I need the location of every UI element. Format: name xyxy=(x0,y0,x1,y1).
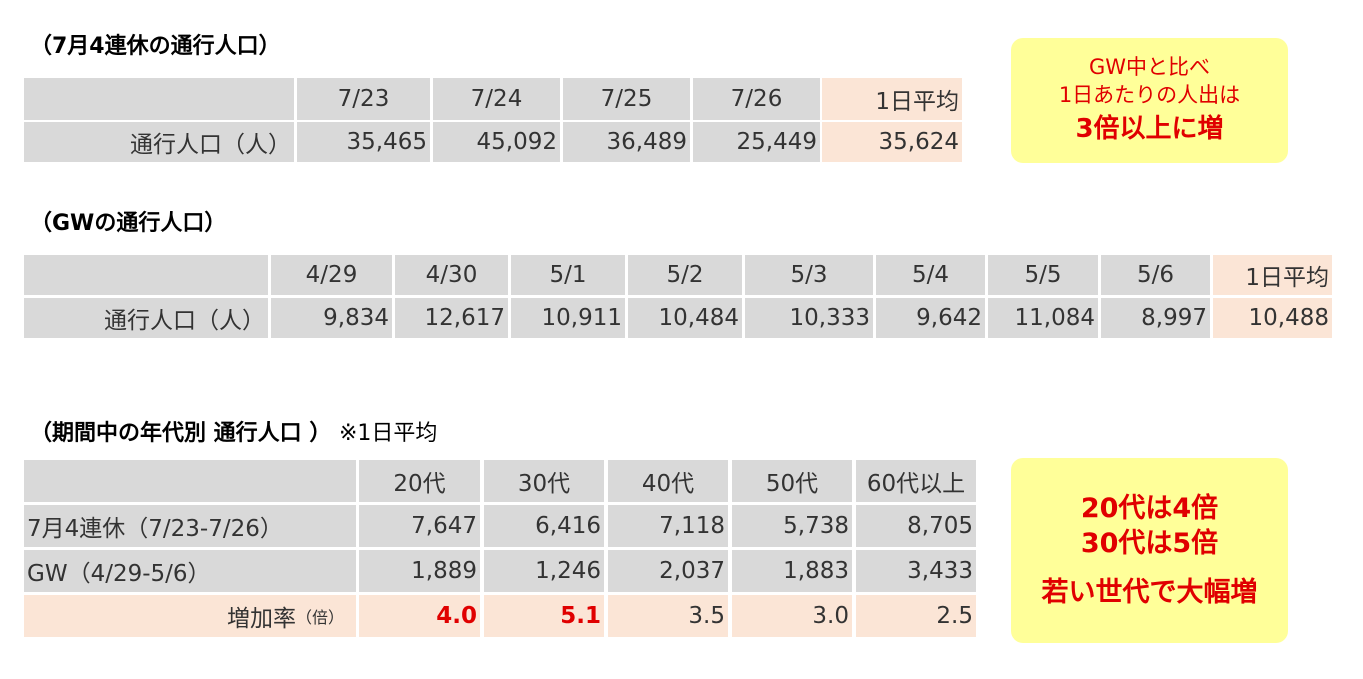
data-cell: 5.1 xyxy=(484,595,604,637)
header-cell: 5/1 xyxy=(511,255,625,295)
data-cell: 4.0 xyxy=(359,595,480,637)
data-cell: 2,037 xyxy=(608,550,728,592)
data-cell: 7,118 xyxy=(608,505,728,547)
data-cell: 9,642 xyxy=(876,298,985,338)
header-cell: 60代以上 xyxy=(856,460,976,502)
data-cell: 8,997 xyxy=(1101,298,1210,338)
row-label-text: GW（4/29-5/6） xyxy=(27,561,211,587)
header-cell: 50代 xyxy=(732,460,852,502)
header-cell: 1日平均 xyxy=(1213,255,1332,295)
data-cell: 10,333 xyxy=(745,298,873,338)
header-blank xyxy=(24,255,268,295)
header-cell: 20代 xyxy=(359,460,480,502)
data-cell: 36,489 xyxy=(563,122,690,162)
header-cell: 5/2 xyxy=(628,255,742,295)
data-cell: 3.0 xyxy=(732,595,852,637)
row-label-text: 7月4連休（7/23-7/26） xyxy=(27,516,283,542)
section-title: （期間中の年代別 通行人口 ） ※1日平均 xyxy=(30,415,437,447)
callout: 20代は4倍 30代は5倍若い世代で大幅増 xyxy=(1011,458,1288,643)
callout-line: 20代は4倍 xyxy=(1080,492,1219,524)
data-cell: 5,738 xyxy=(732,505,852,547)
callout-line: 1日あたりの人出は xyxy=(1058,82,1241,107)
data-cell: 45,092 xyxy=(433,122,560,162)
row-label-text: 通行人口（人） xyxy=(130,132,291,158)
data-cell: 9,834 xyxy=(271,298,392,338)
header-cell: 40代 xyxy=(608,460,728,502)
data-cell: 3.5 xyxy=(608,595,728,637)
header-cell: 30代 xyxy=(484,460,604,502)
header-cell: 7/26 xyxy=(693,78,820,120)
header-cell: 4/30 xyxy=(395,255,508,295)
data-cell: 6,416 xyxy=(484,505,604,547)
title-text: （GWの通行人口） xyxy=(30,211,227,236)
data-cell: 1,883 xyxy=(732,550,852,592)
row-label: 増加率 （倍） xyxy=(24,595,356,637)
data-cell: 1,246 xyxy=(484,550,604,592)
header-cell: 5/6 xyxy=(1101,255,1210,295)
data-cell: 2.5 xyxy=(856,595,976,637)
callout: GW中と比べ 1日あたりの人出は 3倍以上に増 xyxy=(1011,38,1288,163)
callout-line: 3倍以上に増 xyxy=(1075,113,1224,144)
row-label-text: 通行人口（人） xyxy=(104,308,265,334)
callout-line: 30代は5倍 xyxy=(1080,527,1219,559)
title-text: （期間中の年代別 通行人口 ） xyxy=(30,421,332,446)
header-cell: 5/3 xyxy=(745,255,873,295)
header-cell: 1日平均 xyxy=(822,78,962,120)
data-cell: 1,889 xyxy=(359,550,480,592)
row-label: 通行人口（人） xyxy=(24,122,294,162)
data-cell: 25,449 xyxy=(693,122,820,162)
data-cell: 3,433 xyxy=(856,550,976,592)
row-label-unit: （倍） xyxy=(295,608,344,627)
data-cell: 7,647 xyxy=(359,505,480,547)
section-title: （GWの通行人口） xyxy=(30,205,226,237)
title-text: （7月4連休の通行人口） xyxy=(30,34,281,59)
header-cell: 7/25 xyxy=(563,78,690,120)
row-label: 通行人口（人） xyxy=(24,298,268,338)
data-cell: 10,484 xyxy=(628,298,742,338)
data-cell: 10,488 xyxy=(1213,298,1332,338)
callout-line: 若い世代で大幅増 xyxy=(1041,577,1258,609)
section-title: （7月4連休の通行人口） xyxy=(30,28,281,60)
data-cell: 12,617 xyxy=(395,298,508,338)
data-cell: 10,911 xyxy=(511,298,625,338)
header-cell: 7/23 xyxy=(297,78,430,120)
title-note: ※1日平均 xyxy=(339,421,438,446)
header-cell: 7/24 xyxy=(433,78,560,120)
header-cell: 4/29 xyxy=(271,255,392,295)
row-label-text: 増加率 xyxy=(226,606,296,632)
row-label: 7月4連休（7/23-7/26） xyxy=(24,505,356,547)
data-cell: 35,624 xyxy=(822,122,962,162)
callout-line: GW中と比べ xyxy=(1088,55,1211,80)
header-blank xyxy=(24,460,356,502)
row-label: GW（4/29-5/6） xyxy=(24,550,356,592)
header-cell: 5/4 xyxy=(876,255,985,295)
data-cell: 35,465 xyxy=(297,122,430,162)
data-cell: 8,705 xyxy=(856,505,976,547)
data-cell: 11,084 xyxy=(988,298,1098,338)
header-cell: 5/5 xyxy=(988,255,1098,295)
header-blank xyxy=(24,78,294,120)
